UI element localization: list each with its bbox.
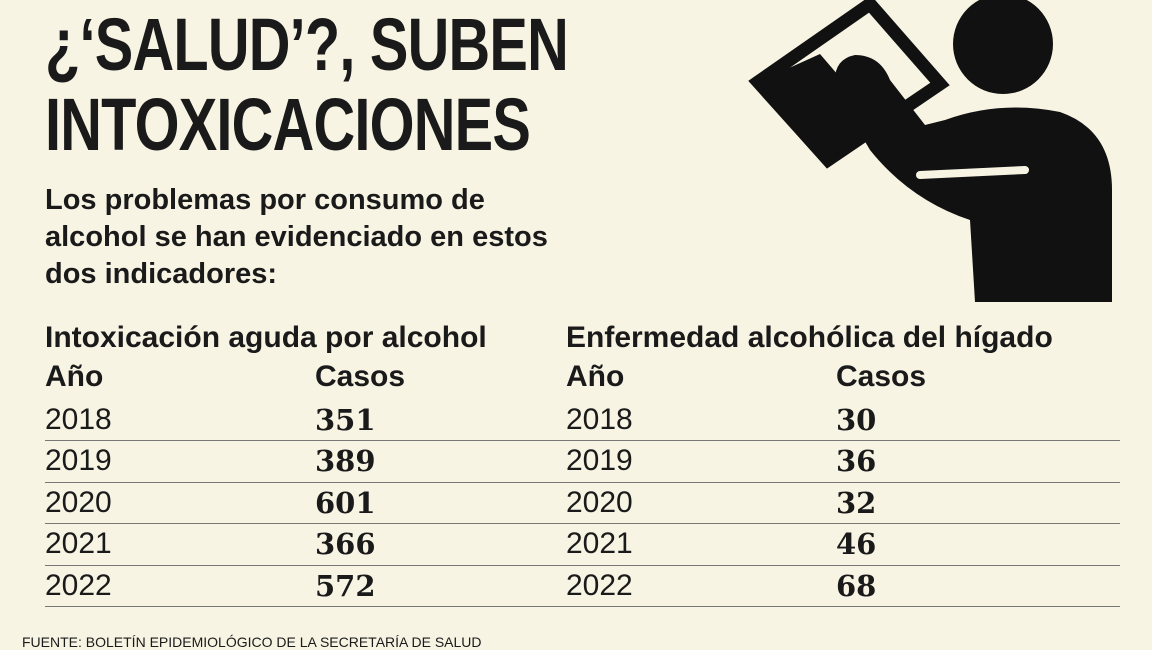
cases-cell: 389: [315, 444, 376, 478]
year-cell: 2022: [566, 568, 633, 602]
table-row: 2020 32: [566, 483, 1120, 524]
year-cell: 2022: [45, 568, 112, 602]
table-row: 2021 366: [45, 524, 599, 566]
column-header: Año: [566, 360, 625, 393]
table-row: 2021 46: [566, 524, 1120, 566]
subtitle: Los problemas por consumo de alcohol se …: [45, 184, 548, 290]
title-line: INTOXICACIONES: [45, 83, 531, 166]
table-title: Enfermedad alcohólica del hígado: [566, 321, 1053, 354]
cases-cell: 601: [315, 485, 376, 520]
year-cell: 2018: [45, 402, 112, 436]
cases-cell: 366: [315, 527, 376, 561]
year-cell: 2020: [45, 485, 112, 519]
cases-cell: 572: [315, 568, 376, 603]
year-cell: 2019: [566, 444, 633, 477]
table-row: 2018 30: [566, 400, 1120, 441]
column-header: Casos: [315, 360, 406, 393]
header-row: Año Casos: [566, 358, 1120, 400]
cases-cell: 30: [836, 402, 877, 437]
year-cell: 2021: [566, 527, 633, 560]
table-title: Intoxicación aguda por alcohol: [45, 321, 487, 354]
cases-cell: 46: [836, 527, 877, 561]
cases-cell: 36: [836, 444, 877, 478]
drinking-pictogram: [748, 0, 1112, 302]
table-row: 2022 68: [566, 566, 1120, 607]
table-row: 2019 36: [566, 441, 1120, 483]
header-row: Año Casos: [45, 358, 599, 400]
title-line: ¿‘SALUD’?, SUBEN: [45, 3, 569, 86]
cases-cell: 32: [836, 485, 877, 520]
table: Intoxicación aguda por alcohol Año Casos 20…: [45, 318, 599, 607]
year-cell: 2018: [566, 402, 633, 436]
year-cell: 2019: [45, 444, 112, 477]
table-row: 2020 601: [45, 483, 599, 524]
table-row: 2022 572: [45, 566, 599, 607]
column-header: Casos: [836, 360, 927, 393]
table-row: 2019 389: [45, 441, 599, 483]
year-cell: 2021: [45, 527, 112, 560]
table: Enfermedad alcohólica del hígado Año Casos…: [566, 318, 1120, 607]
column-header: Año: [45, 360, 104, 393]
source: FUENTE: BOLETÍN EPIDEMIOLÓGICO DE LA SEC…: [22, 634, 482, 650]
cases-cell: 68: [836, 568, 877, 603]
cases-cell: 351: [315, 402, 376, 437]
year-cell: 2020: [566, 485, 633, 519]
table-row: 2018 351: [45, 400, 599, 441]
